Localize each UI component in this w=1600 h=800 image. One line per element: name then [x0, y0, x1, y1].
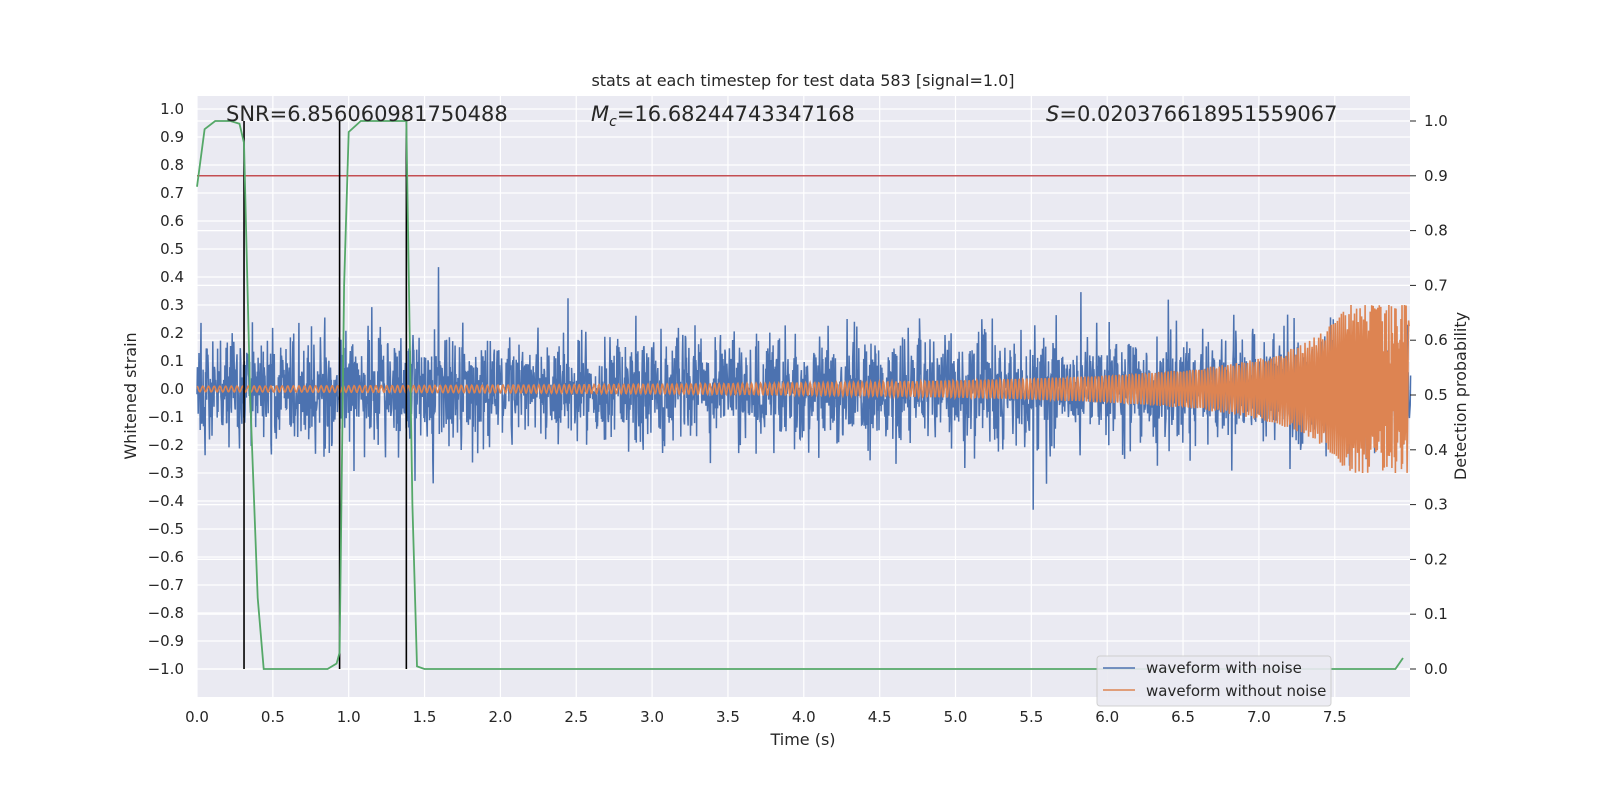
y2-tick-label: 0.9	[1424, 167, 1448, 185]
probability-layer	[196, 120, 1410, 670]
x-tick-label: 3.5	[716, 708, 740, 726]
y-tick-label: −0.4	[148, 492, 184, 510]
y-tick-label: 1.0	[160, 100, 184, 118]
x-tick-label: 2.5	[564, 708, 588, 726]
y-tick-label: 0.6	[160, 212, 184, 230]
x-tick-label: 5.5	[1019, 708, 1043, 726]
y2-tick-label: 0.4	[1424, 441, 1448, 459]
y2-tick-label: 0.7	[1424, 276, 1448, 294]
y-tick-label: 0.9	[160, 128, 184, 146]
y-tick-label: −0.5	[148, 520, 184, 538]
noise-waveform-line	[196, 267, 1412, 510]
chart-title: stats at each timestep for test data 583…	[591, 71, 1014, 90]
chirp-mass-symbol: M	[591, 102, 609, 126]
snr-annotation: SNR=6.856060981750488	[226, 102, 508, 126]
y2-tick-label: 0.5	[1424, 386, 1448, 404]
y-tick-label: 0.5	[160, 240, 184, 258]
x-tick-label: 0.5	[261, 708, 285, 726]
chirp-mass-subscript: c	[609, 114, 617, 130]
y2-tick-label: 1.0	[1424, 112, 1448, 130]
s-symbol: S	[1046, 102, 1059, 126]
x-tick-label: 2.0	[488, 708, 512, 726]
x-tick-label: 0.0	[185, 708, 209, 726]
y-tick-label: 0.2	[160, 324, 184, 342]
x-tick-label: 6.5	[1171, 708, 1195, 726]
clean-waveform-line	[196, 304, 1410, 474]
x-tick-label: 5.0	[944, 708, 968, 726]
x-tick-label: 7.5	[1323, 708, 1347, 726]
probability-line	[196, 120, 1404, 670]
chirp-mass-value: =16.68244743347168	[617, 102, 855, 126]
legend-box	[1096, 655, 1332, 707]
clean-waveform-layer	[196, 304, 1410, 474]
y2-tick-label: 0.6	[1424, 331, 1448, 349]
x-tick-label: 6.0	[1095, 708, 1119, 726]
y2-tick-label: 0.0	[1424, 660, 1448, 678]
y-axis-label: Whitened strain	[121, 332, 140, 459]
x-tick-label: 1.0	[337, 708, 361, 726]
chirp-mass-annotation: Mc=16.68244743347168	[591, 102, 855, 130]
y2-tick-label: 0.3	[1424, 496, 1448, 514]
y-tick-label: 0.7	[160, 184, 184, 202]
x-tick-label: 1.5	[413, 708, 437, 726]
s-value: =0.020376618951559067	[1059, 102, 1337, 126]
y-tick-label: 0.8	[160, 156, 184, 174]
y-tick-label: −0.3	[148, 464, 184, 482]
x-tick-label: 4.0	[792, 708, 816, 726]
y-tick-label: −0.7	[148, 576, 184, 594]
s-annotation: S=0.020376618951559067	[1046, 102, 1337, 126]
legend: waveform with noise waveform without noi…	[1096, 655, 1332, 707]
y-tick-label: −0.9	[148, 632, 184, 650]
x-axis-label: Time (s)	[769, 730, 835, 749]
y2-tick-label: 0.1	[1424, 605, 1448, 623]
y-tick-label: −0.6	[148, 548, 184, 566]
x-tick-label: 7.0	[1247, 708, 1271, 726]
y-tick-label: −0.1	[148, 408, 184, 426]
x-tick-label: 4.5	[868, 708, 892, 726]
legend-noise-label: waveform with noise	[1146, 659, 1302, 677]
x-tick-label: 3.0	[640, 708, 664, 726]
y2-tick-label: 0.2	[1424, 550, 1448, 568]
y2-tick-label: 0.8	[1424, 222, 1448, 240]
legend-clean-label: waveform without noise	[1146, 682, 1326, 700]
y-tick-label: 0.3	[160, 296, 184, 314]
y-tick-label: −0.2	[148, 436, 184, 454]
y-tick-label: 0.4	[160, 268, 184, 286]
y-tick-label: 0.1	[160, 352, 184, 370]
y-tick-label: 0.0	[160, 380, 184, 398]
noise-waveform-layer	[196, 267, 1412, 510]
tick-layer: 0.0 0.5 1.0 1.5 2.0 2.5 3.0 3.5 4.0 4.5 5.0 5.5 6.0 6…	[148, 100, 1448, 726]
y-tick-label: −0.8	[148, 604, 184, 622]
y-tick-label: −1.0	[148, 660, 184, 678]
y2-axis-label: Detection probability	[1451, 312, 1470, 480]
